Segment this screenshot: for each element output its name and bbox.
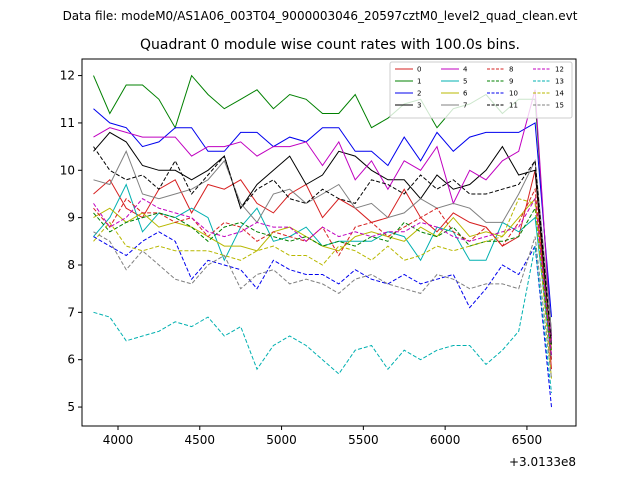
legend-label-14: 14 xyxy=(555,90,564,98)
y-tick-label: 12 xyxy=(60,69,75,83)
legend-label-6: 6 xyxy=(463,90,468,98)
legend-label-0: 0 xyxy=(417,66,421,74)
legend-label-1: 1 xyxy=(417,78,421,86)
y-tick-label: 8 xyxy=(67,258,75,272)
y-tick-label: 9 xyxy=(67,211,75,225)
series-line-11 xyxy=(93,146,552,346)
y-tick-label: 10 xyxy=(60,163,75,177)
y-tick-label: 7 xyxy=(67,305,75,319)
figure-suptitle: Data file: modeM0/AS1A06_003T04_90000030… xyxy=(63,9,578,23)
x-tick-label: 6500 xyxy=(512,433,543,447)
legend-label-7: 7 xyxy=(463,102,467,110)
legend-label-9: 9 xyxy=(509,78,513,86)
series-line-5 xyxy=(93,183,552,360)
series-line-12 xyxy=(93,197,552,356)
legend-label-4: 4 xyxy=(463,66,468,74)
chart-title: Quadrant 0 module wise count rates with … xyxy=(140,37,520,53)
series-line-6 xyxy=(93,197,552,351)
y-tick-label: 11 xyxy=(60,116,75,130)
legend-label-2: 2 xyxy=(417,90,421,98)
series-line-4 xyxy=(93,89,552,341)
x-tick-label: 4500 xyxy=(185,433,216,447)
legend-label-10: 10 xyxy=(509,90,518,98)
series-line-10 xyxy=(93,231,552,408)
plot-frame xyxy=(81,58,577,427)
series-line-2 xyxy=(93,108,552,318)
series-line-14 xyxy=(93,198,552,379)
legend-label-11: 11 xyxy=(509,102,518,110)
x-tick-label: 5000 xyxy=(266,433,297,447)
legend-label-3: 3 xyxy=(417,102,421,110)
x-tick-label: 4000 xyxy=(103,433,134,447)
legend-label-5: 5 xyxy=(463,78,467,86)
series-line-7 xyxy=(93,150,552,332)
y-tick-label: 6 xyxy=(67,353,75,367)
series-line-15 xyxy=(93,231,552,379)
legend-label-13: 13 xyxy=(555,78,564,86)
legend-label-8: 8 xyxy=(509,66,513,74)
x-offset-label: +3.0133e8 xyxy=(509,455,576,469)
y-tick-label: 5 xyxy=(67,400,75,414)
legend-box xyxy=(389,61,573,119)
series-lines xyxy=(93,74,552,408)
series-line-13 xyxy=(93,246,552,393)
x-tick-label: 6000 xyxy=(430,433,461,447)
legend-label-15: 15 xyxy=(555,102,564,110)
legend-label-12: 12 xyxy=(555,66,564,74)
x-tick-label: 5500 xyxy=(348,433,379,447)
series-line-0 xyxy=(93,170,552,370)
